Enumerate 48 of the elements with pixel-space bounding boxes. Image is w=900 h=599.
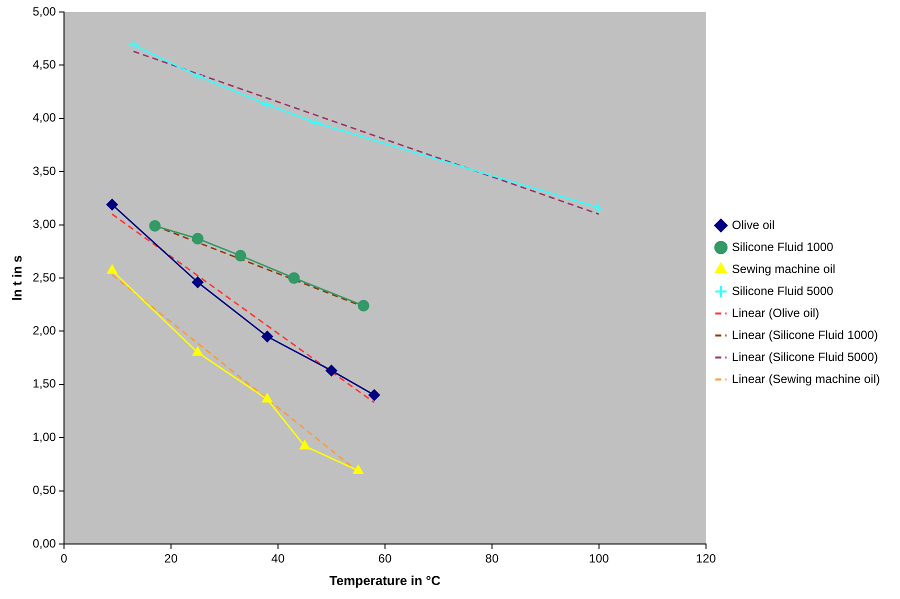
x-tick-label: 80 [485, 552, 499, 566]
x-tick-label: 120 [696, 552, 716, 566]
point [107, 264, 118, 274]
legend-label: Linear (Silicone Fluid 1000) [732, 328, 878, 342]
point [106, 198, 118, 210]
point [288, 272, 300, 284]
x-tick-label: 60 [378, 552, 392, 566]
point [192, 276, 204, 288]
point [593, 202, 605, 214]
legend-label: Sewing machine oil [732, 262, 836, 276]
point [192, 346, 203, 356]
legend-label: Silicone Fluid 1000 [732, 240, 834, 254]
legend-label: Linear (Silicone Fluid 5000) [732, 350, 878, 364]
legend-label: Linear (Sewing machine oil) [732, 372, 880, 386]
point [368, 389, 380, 401]
point [128, 39, 140, 51]
y-tick-label: 0,00 [32, 536, 56, 550]
y-tick-label: 4,00 [32, 110, 56, 125]
point [192, 70, 204, 82]
point [326, 364, 338, 376]
point [310, 116, 322, 128]
legend-label: Olive oil [732, 218, 775, 232]
legend-label: Silicone Fluid 5000 [732, 284, 834, 298]
point [262, 394, 272, 403]
point [353, 464, 364, 474]
point [300, 440, 310, 450]
y-axis-title: ln t in s [9, 255, 24, 301]
y-tick-label: 2,00 [32, 324, 56, 338]
y-tick-label: 1,50 [32, 376, 56, 391]
y-tick-label: 5,00 [32, 4, 56, 18]
x-tick-label: 40 [271, 552, 285, 566]
x-tick-label: 20 [164, 552, 178, 566]
y-tick-label: 3,50 [32, 164, 56, 178]
x-tick-label: 100 [588, 552, 610, 566]
point [149, 220, 161, 232]
point [234, 250, 246, 262]
y-tick-label: 4,50 [32, 58, 56, 72]
y-tick-label: 2,50 [32, 270, 56, 284]
x-tick-label: 0 [60, 552, 68, 566]
y-tick-label: 3,00 [32, 217, 56, 232]
point [261, 330, 273, 342]
y-tick-label: 1,00 [32, 430, 56, 444]
legend-label: Linear (Olive oil) [732, 306, 820, 320]
x-axis-title: Temperature in °C [329, 572, 442, 588]
point [261, 98, 273, 110]
y-tick-label: 0,50 [32, 483, 56, 498]
point [192, 232, 204, 244]
point [358, 300, 370, 312]
